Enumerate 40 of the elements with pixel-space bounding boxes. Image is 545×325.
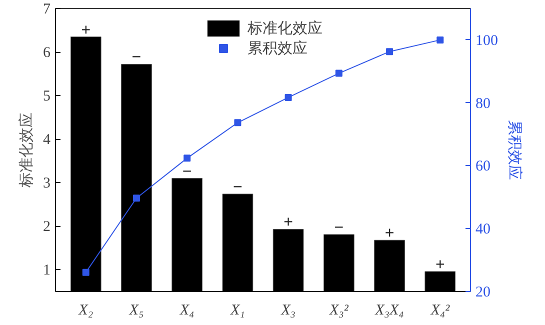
y2-tick-label: 100 [476, 32, 498, 49]
point [335, 70, 342, 77]
y2-tick-label: 20 [476, 284, 490, 300]
annotation: + [81, 22, 91, 39]
y-tick-label: 4 [43, 132, 51, 148]
y2-tick-label: 40 [476, 222, 490, 238]
annotation: + [435, 256, 445, 274]
annotation: − [182, 163, 192, 180]
legend-label: 累积效应 [248, 38, 308, 58]
x-tick-label: X₄ [178, 302, 194, 318]
y2-tick-label: 60 [476, 158, 490, 175]
y-tick-label: 7 [43, 2, 51, 18]
x-tick-label: X₂ [78, 302, 94, 318]
annotation: − [334, 219, 344, 236]
x-tick-label: X₃X₄ [374, 302, 404, 318]
x-tick-label: X₃² [328, 302, 349, 318]
x-tick-label: X₄² [430, 302, 450, 318]
x-tick-label: X₁ [230, 302, 245, 318]
annotation: + [384, 225, 394, 242]
y2-tick-label: 80 [476, 96, 490, 112]
y-tick-label: 2 [43, 219, 50, 236]
point [184, 154, 191, 162]
y-tick-label: 3 [43, 176, 50, 192]
annotation: − [233, 178, 242, 196]
y2-axis-title: 累积效应 [506, 120, 523, 180]
y-tick-label: 6 [43, 45, 51, 62]
x-tick-label: X₃ [280, 302, 296, 318]
annotation: − [132, 49, 142, 66]
y-tick-label: 1 [43, 262, 50, 279]
point [386, 48, 394, 56]
point [234, 119, 242, 126]
point [82, 268, 90, 276]
x-tick-label: X₅ [128, 302, 144, 318]
y-tick-label: 5 [43, 88, 50, 105]
point [284, 94, 292, 101]
point [436, 36, 444, 44]
annotation: + [284, 214, 293, 232]
y-axis-title: 标准化效应 [18, 112, 35, 188]
legend-label: 标准化效应 [248, 18, 322, 38]
point [132, 194, 140, 202]
